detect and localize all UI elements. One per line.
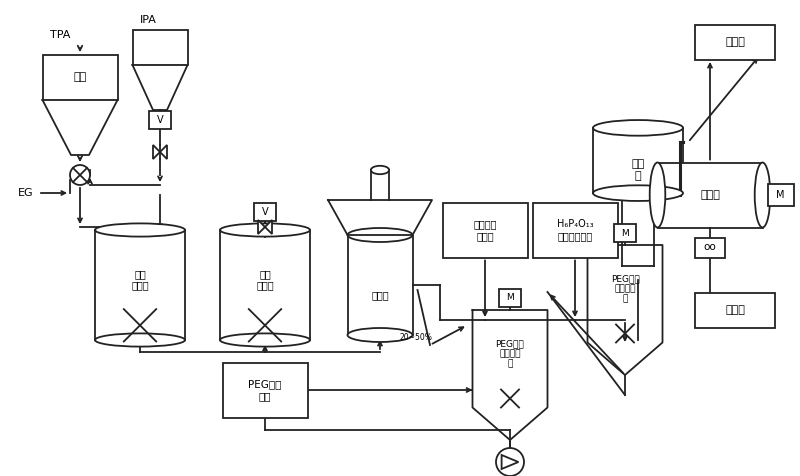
Text: PEG柔性
基团配制
罐: PEG柔性 基团配制 罐 (610, 274, 639, 304)
Text: H₆P₄O₁₃
（多聚磷酸）: H₆P₄O₁₃ （多聚磷酸） (557, 219, 594, 241)
Text: 浆料
喂入罐: 浆料 喂入罐 (256, 268, 274, 290)
Bar (254, 203, 276, 221)
Text: 真空泵: 真空泵 (725, 37, 745, 47)
Bar (499, 289, 521, 307)
Text: 切粒机: 切粒机 (725, 305, 745, 315)
Text: 料仓: 料仓 (74, 72, 86, 82)
Text: oo: oo (704, 242, 716, 252)
Ellipse shape (754, 162, 770, 228)
Bar (695, 24, 775, 60)
Polygon shape (587, 245, 662, 375)
Text: V: V (157, 115, 163, 125)
Ellipse shape (593, 185, 683, 201)
Bar (442, 202, 527, 258)
Text: 浆料
混合罐: 浆料 混合罐 (131, 268, 149, 290)
Bar (220, 230, 310, 340)
Polygon shape (502, 455, 518, 469)
Bar (614, 224, 636, 242)
Ellipse shape (593, 120, 683, 136)
Text: 酯化釜: 酯化釜 (371, 290, 389, 300)
Bar (695, 238, 725, 258)
Bar (533, 202, 618, 258)
Bar (767, 184, 794, 206)
Text: PEG柔性
基团: PEG柔性 基团 (248, 379, 282, 401)
Text: M: M (621, 228, 629, 238)
Text: TPA: TPA (50, 30, 70, 40)
Bar (347, 235, 413, 335)
Ellipse shape (347, 328, 413, 342)
Text: EG: EG (18, 188, 34, 198)
Bar (593, 128, 683, 193)
Text: 预聚
釜: 预聚 釜 (631, 159, 645, 181)
Text: IPA: IPA (140, 15, 157, 25)
Polygon shape (133, 65, 187, 110)
Ellipse shape (95, 223, 185, 237)
Polygon shape (258, 220, 265, 234)
Ellipse shape (220, 223, 310, 237)
Ellipse shape (220, 333, 310, 347)
Text: M: M (506, 294, 514, 303)
Text: 20~50%: 20~50% (400, 333, 433, 341)
Bar (695, 292, 775, 327)
Bar (222, 363, 307, 417)
Text: V: V (262, 207, 268, 217)
Polygon shape (265, 220, 272, 234)
Bar (658, 162, 762, 228)
Text: M: M (776, 190, 785, 200)
Bar (95, 230, 185, 340)
Polygon shape (153, 145, 160, 159)
Polygon shape (160, 145, 167, 159)
Text: 锑钛复配
催化剂: 锑钛复配 催化剂 (474, 219, 497, 241)
Ellipse shape (347, 228, 413, 242)
Text: 终聚釜: 终聚釜 (700, 190, 720, 200)
Text: PEG柔性
基团慢给
罐: PEG柔性 基团慢给 罐 (496, 339, 524, 369)
Bar (42, 55, 118, 100)
Circle shape (496, 448, 524, 476)
Bar (149, 111, 171, 129)
Ellipse shape (650, 162, 666, 228)
Polygon shape (42, 100, 118, 155)
Polygon shape (473, 310, 547, 440)
Bar (133, 30, 187, 65)
Ellipse shape (371, 166, 389, 174)
Ellipse shape (95, 333, 185, 347)
Polygon shape (328, 200, 432, 235)
Circle shape (70, 165, 90, 185)
